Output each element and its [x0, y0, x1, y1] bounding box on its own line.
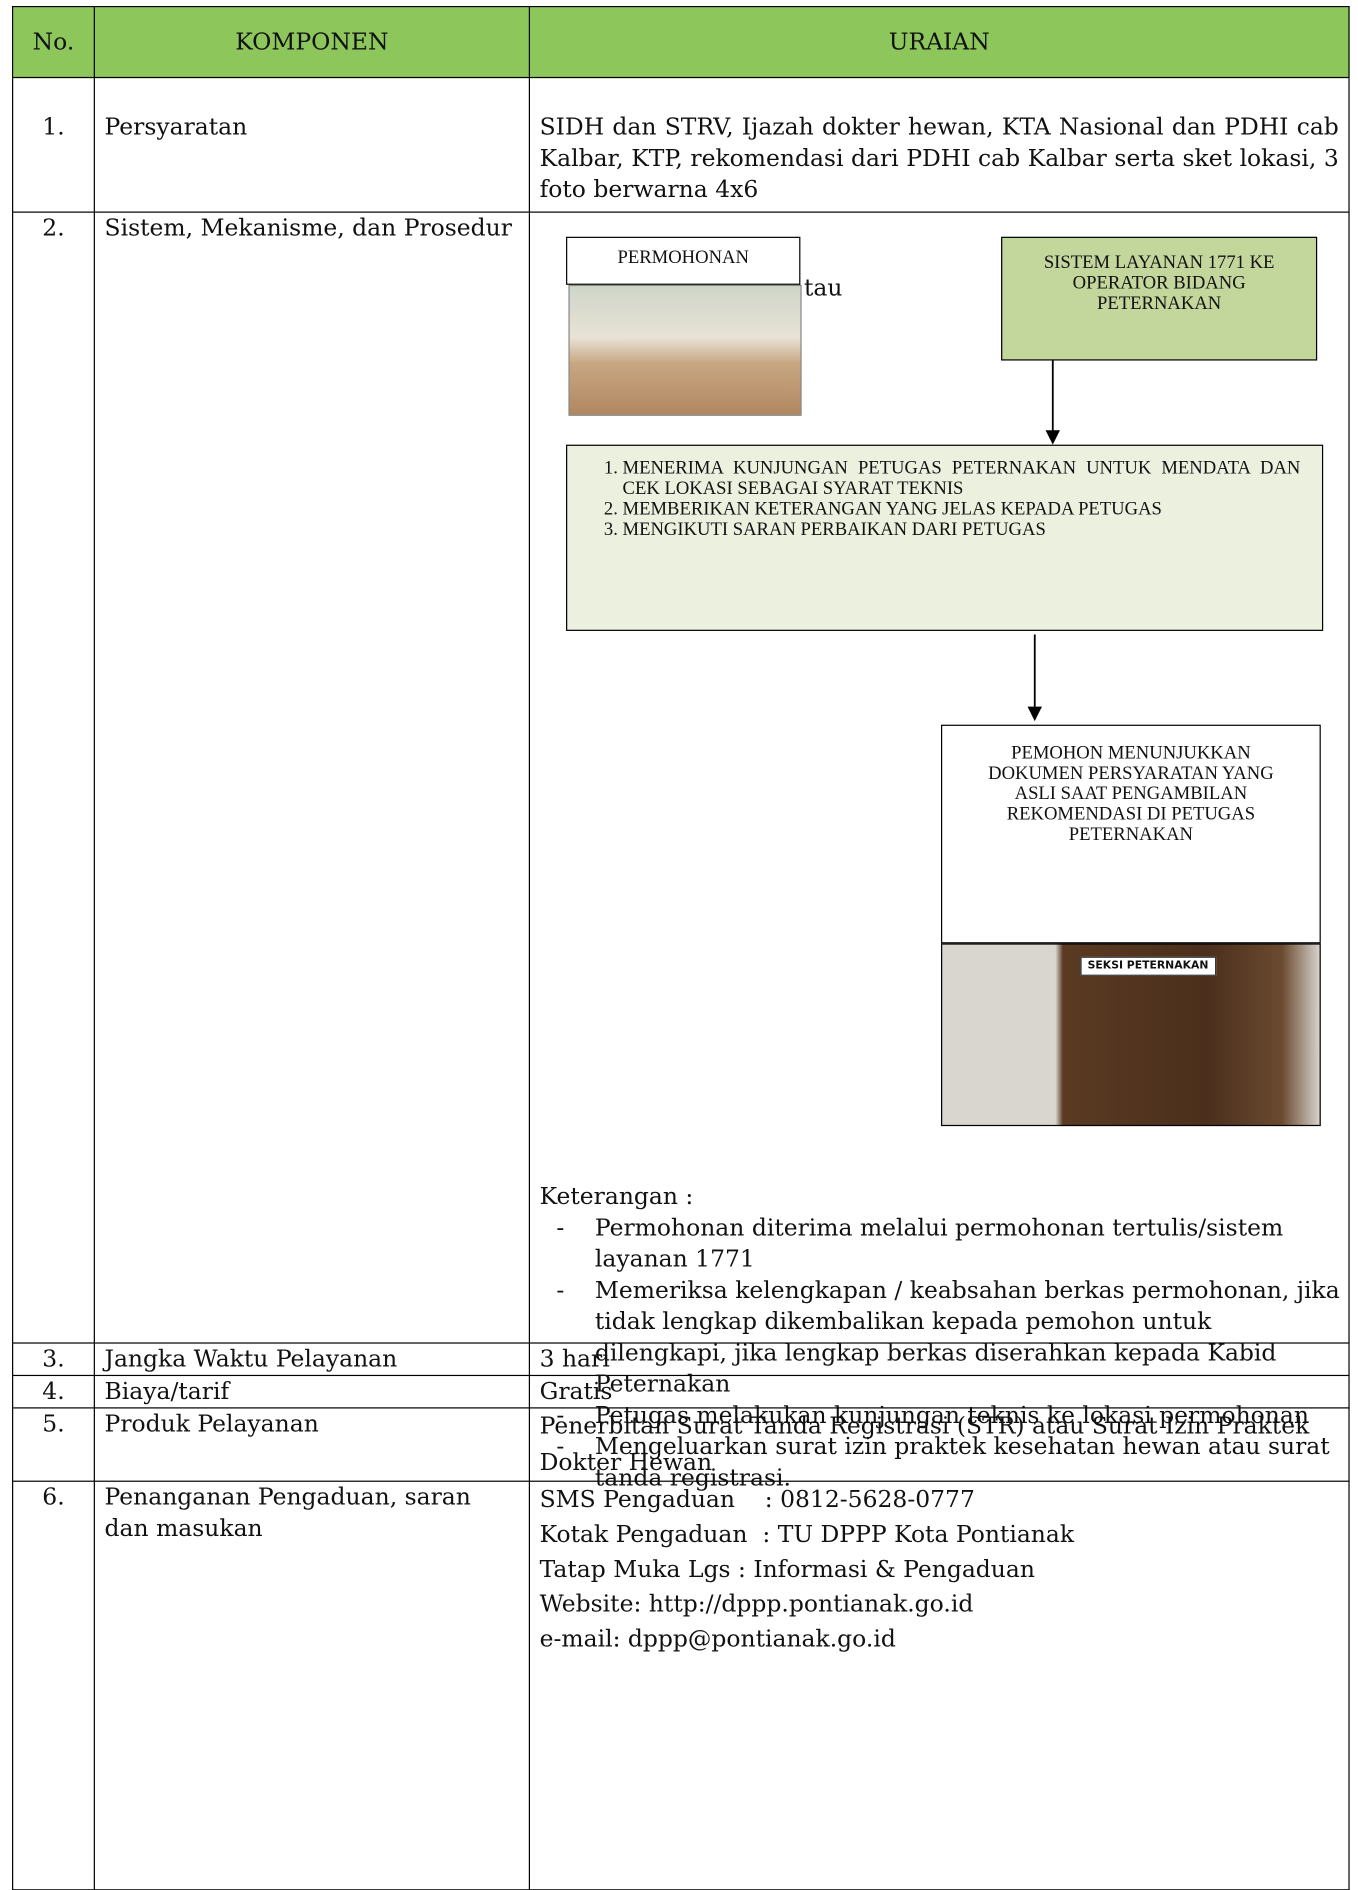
row-number: 6. [12, 1480, 95, 1890]
door-photo: SEKSI PETERNAKAN [941, 943, 1321, 1127]
step: MEMBERIKAN KETERANGAN YANG JELAS KEPADA … [623, 499, 1301, 519]
note: Memeriksa kelengkapan / keabsahan berkas… [540, 1275, 1343, 1400]
component: Sistem, Mekanisme, dan Prosedur [93, 211, 530, 1344]
service-table: No. KOMPONEN URAIAN 1. Persyaratan SIDH … [12, 6, 1350, 1890]
final-box: PEMOHON MENUNJUKKAN DOKUMEN PERSYARATAN … [941, 724, 1321, 944]
component: Biaya/tarif [93, 1374, 530, 1409]
header-cell: No. [12, 6, 95, 79]
row: 1. Persyaratan SIDH dan STRV, Ijazah dok… [12, 76, 1350, 213]
content: PERMOHONAN tau SISTEM LAYANAN 1771 KE OP… [528, 211, 1350, 1491]
header-cell: KOMPONEN [93, 6, 530, 79]
office-photo [568, 284, 802, 416]
arrows [1027, 360, 1060, 722]
row-number: 2. [12, 211, 95, 1344]
row: 6. Penanganan Pengaduan, saran dan masuk… [12, 1480, 1350, 1890]
content: SMS Pengaduan : 0812-5628-0777 Kotak Peng… [528, 1480, 1350, 1890]
contact-line: Kotak Pengaduan : TU DPPP Kota Pontianak [539, 1520, 1075, 1548]
request-box: PERMOHONAN [566, 236, 801, 285]
note: Mengeluarkan surat izin praktek kesehata… [540, 1431, 1343, 1493]
door-sign: SEKSI PETERNAKAN [1080, 956, 1216, 976]
or-text: tau [804, 274, 843, 302]
flowchart: PERMOHONAN tau SISTEM LAYANAN 1771 KE OP… [530, 213, 1348, 1491]
content: SIDH dan STRV, Ijazah dokter hewan, KTA … [528, 76, 1350, 213]
contact-line: Tatap Muka Lgs : Informasi & Pengaduan [539, 1555, 1035, 1583]
component: Penanganan Pengaduan, saran dan masukan [93, 1480, 530, 1890]
notes-list: Permohonan diterima melalui permohonan t… [540, 1213, 1343, 1494]
steps-list: MENERIMA KUNJUNGAN PETUGAS PETERNAKAN UN… [589, 458, 1301, 540]
contact-line: e-mail: dppp@pontianak.go.id [539, 1624, 896, 1653]
system-box: SISTEM LAYANAN 1771 KE OPERATOR BIDANG P… [1001, 236, 1318, 361]
component: Persyaratan [93, 76, 530, 213]
step: MENERIMA KUNJUNGAN PETUGAS PETERNAKAN UN… [623, 458, 1301, 499]
header-row: No. KOMPONEN URAIAN [12, 6, 1350, 79]
row-number: 1. [12, 76, 95, 213]
component: Produk Pelayanan [93, 1407, 530, 1482]
step: MENGIKUTI SARAN PERBAIKAN DARI PETUGAS [623, 519, 1301, 539]
row-number: 5. [12, 1407, 95, 1482]
note: Petugas melakukan kunjungan teknis ke lo… [540, 1400, 1343, 1431]
note: Permohonan diterima melalui permohonan t… [540, 1213, 1343, 1275]
row-number: 3. [12, 1342, 95, 1377]
header-cell: URAIAN [528, 6, 1350, 79]
steps-box: MENERIMA KUNJUNGAN PETUGAS PETERNAKAN UN… [566, 444, 1324, 631]
note-title: Keterangan : [539, 1182, 694, 1211]
component: Jangka Waktu Pelayanan [93, 1342, 530, 1377]
notes-block: Keterangan : Permohonan diterima melalui… [540, 1181, 1343, 1493]
contact-line: Website: http://dppp.pontianak.go.id [539, 1589, 974, 1618]
row-number: 4. [12, 1374, 95, 1409]
row: 2. Sistem, Mekanisme, dan Prosedur PERMO… [12, 211, 1350, 1491]
